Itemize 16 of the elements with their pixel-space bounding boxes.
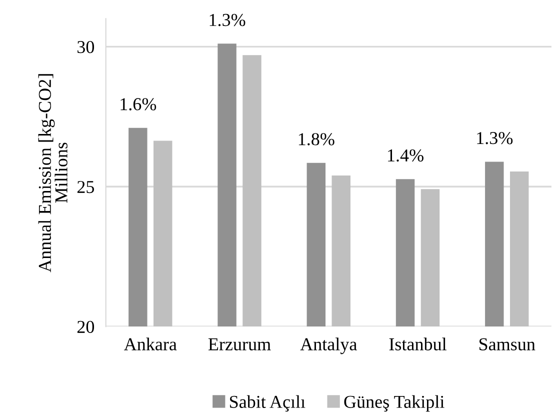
- x-tick-label: Ankara: [124, 338, 177, 350]
- annotation: 1.4%: [388, 149, 424, 162]
- annotation: 1.3%: [477, 132, 513, 144]
- y-tick-label: 30: [78, 40, 94, 54]
- x-tick-label: Istanbul: [389, 338, 446, 350]
- annotation: 1.3%: [210, 14, 246, 26]
- legend-label: Sabit Açılı: [230, 395, 306, 412]
- annotation: 1.6%: [120, 98, 156, 110]
- x-tick-label: Antalya: [300, 338, 357, 354]
- legend-label: Güneş Takipli: [344, 395, 444, 412]
- x-tick-label: Erzurum: [208, 338, 271, 350]
- y-axis-title: Annual Emission [kg-CO2] Millions: [38, 74, 68, 272]
- y-tick-label: 25: [77, 180, 94, 194]
- annotation: 1.8%: [298, 133, 334, 146]
- x-tick-label: Samsun: [479, 338, 536, 350]
- y-tick-label: 20: [77, 320, 94, 333]
